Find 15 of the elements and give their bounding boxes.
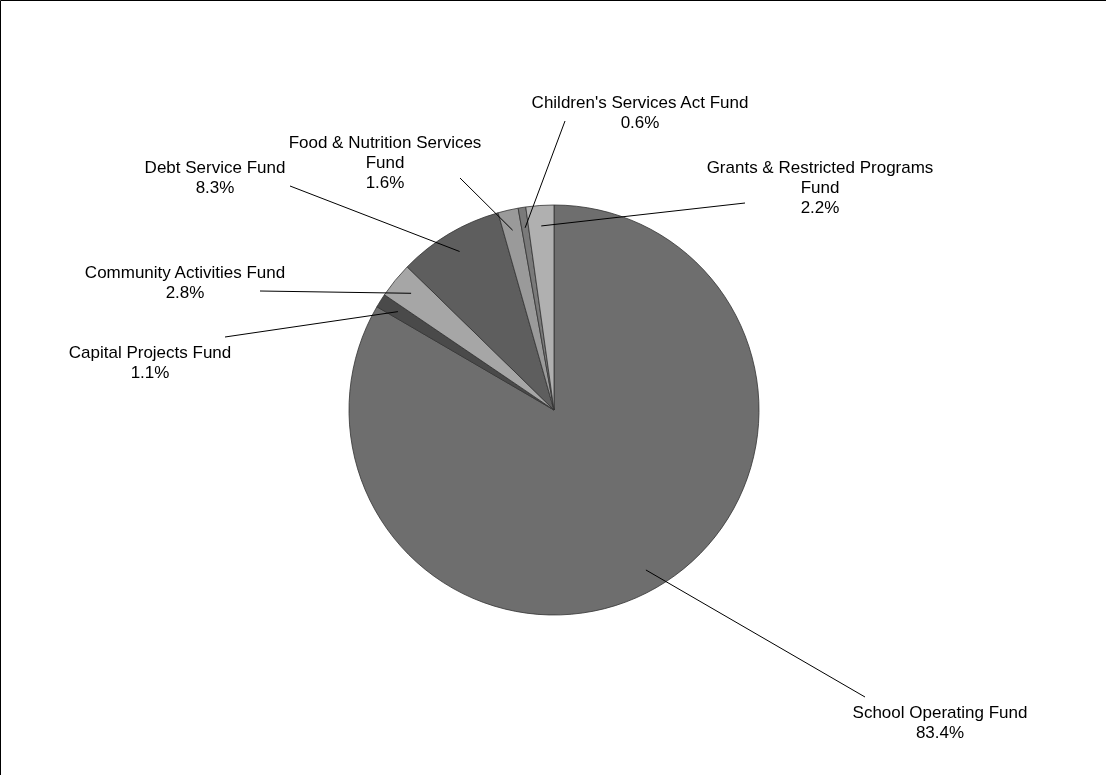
data-label: 0.6% (620, 113, 660, 132)
data-label: 2.2% (800, 198, 840, 217)
slice-label: Children's Services Act Fund (531, 93, 749, 112)
data-label: 2.8% (165, 283, 205, 302)
data-label: 1.1% (130, 363, 170, 382)
data-label: 1.6% (365, 173, 405, 192)
slice-label: Debt Service Fund (144, 158, 286, 177)
slice-label: Food & Nutrition Services Fund (288, 133, 482, 172)
slice-label: Capital Projects Fund (68, 343, 232, 362)
pie-slice (348, 204, 760, 616)
data-label: 8.3% (195, 178, 235, 197)
slice-label: School Operating Fund (852, 703, 1028, 722)
data-label: 83.4% (915, 723, 965, 742)
slice-label: Community Activities Fund (84, 263, 286, 282)
slice-label: Grants & Restricted Programs Fund (706, 158, 934, 197)
